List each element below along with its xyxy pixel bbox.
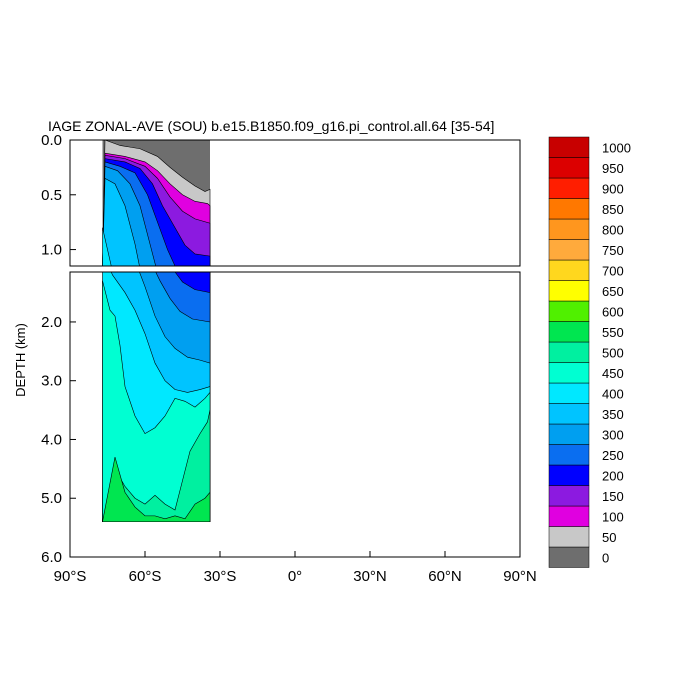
colorbar-swatch: [548, 218, 590, 240]
y-tick-label: 0.5: [41, 187, 62, 204]
x-tick-label: 90°N: [503, 568, 537, 585]
colorbar-swatch: [548, 485, 590, 507]
contour-band-550: [102, 457, 211, 523]
y-tick-label: 4.0: [41, 431, 62, 448]
colorbar-label: 500: [602, 345, 624, 360]
colorbar-swatch: [548, 382, 590, 404]
colorbar-swatch: [548, 259, 590, 281]
upper-panel: [69, 139, 521, 267]
colorbar-label: 800: [602, 222, 624, 237]
colorbar-label: 150: [602, 489, 624, 504]
colorbar-swatch: [548, 341, 590, 363]
y-tick-label: 0.0: [41, 132, 62, 149]
colorbar-label: 550: [602, 325, 624, 340]
x-tick-label: 60°S: [129, 568, 162, 585]
colorbar-label: 50: [602, 530, 616, 545]
colorbar-label: 900: [602, 181, 624, 196]
colorbar-label: 0: [602, 550, 609, 565]
x-tick-label: 90°S: [54, 568, 87, 585]
y-tick-label: 5.0: [41, 490, 62, 507]
colorbar-label: 950: [602, 161, 624, 176]
x-tick-label: 0°: [288, 568, 302, 585]
colorbar-label: 750: [602, 243, 624, 258]
colorbar-label: 450: [602, 366, 624, 381]
colorbar-swatch: [548, 362, 590, 384]
colorbar-swatch: [548, 423, 590, 445]
colorbar-swatch: [548, 239, 590, 261]
colorbar-swatch: [548, 403, 590, 425]
x-axis-ticks: 90°S 60°S 30°S 0° 30°N 60°N 90°N: [54, 551, 537, 585]
x-tick-label: 30°N: [353, 568, 387, 585]
y-axis-ticks: 0.0 0.5 1.0 2.0 3.0 4.0 5.0 6.0: [41, 132, 76, 566]
y-axis-label: DEPTH (km): [13, 323, 28, 397]
y-tick-label: 3.0: [41, 373, 62, 390]
colorbar-swatch: [548, 300, 590, 322]
colorbar-label: 650: [602, 284, 624, 299]
colorbar-swatch: [548, 136, 590, 158]
colorbar-label: 600: [602, 304, 624, 319]
colorbar-label: 200: [602, 468, 624, 483]
colorbar-swatch: [548, 444, 590, 466]
panel-frame: [69, 139, 521, 267]
colorbar-label: 100: [602, 509, 624, 524]
y-tick-label: 6.0: [41, 549, 62, 566]
colorbar-swatch: [548, 546, 590, 568]
colorbar-swatch: [548, 526, 590, 548]
colorbar-label: 400: [602, 386, 624, 401]
colorbar-label: 350: [602, 407, 624, 422]
colorbar-label: 250: [602, 448, 624, 463]
colorbar-swatch: [548, 464, 590, 486]
contour-band-500: [102, 410, 211, 523]
colorbar-swatch: [548, 505, 590, 527]
colorbar-swatch: [548, 280, 590, 302]
x-tick-label: 60°N: [428, 568, 462, 585]
colorbar-swatch: [548, 177, 590, 199]
y-tick-label: 2.0: [41, 314, 62, 331]
colorbar: 0 50 100 150 200 250 300 350 400 450 500 550 600 650 7…: [548, 136, 631, 568]
contour-band-350: [102, 177, 211, 266]
y-tick-label: 1.0: [41, 242, 62, 259]
colorbar-swatch: [548, 321, 590, 343]
chart-title: IAGE ZONAL-AVE (SOU) b.e15.B1850.f09_g16…: [48, 118, 494, 134]
colorbar-label: 700: [602, 263, 624, 278]
lower-panel: [69, 271, 521, 558]
colorbar-label: 850: [602, 202, 624, 217]
x-tick-label: 30°S: [204, 568, 237, 585]
colorbar-swatch: [548, 198, 590, 220]
colorbar-swatch: [548, 157, 590, 179]
colorbar-label: 1000: [602, 140, 631, 155]
colorbar-label: 300: [602, 427, 624, 442]
